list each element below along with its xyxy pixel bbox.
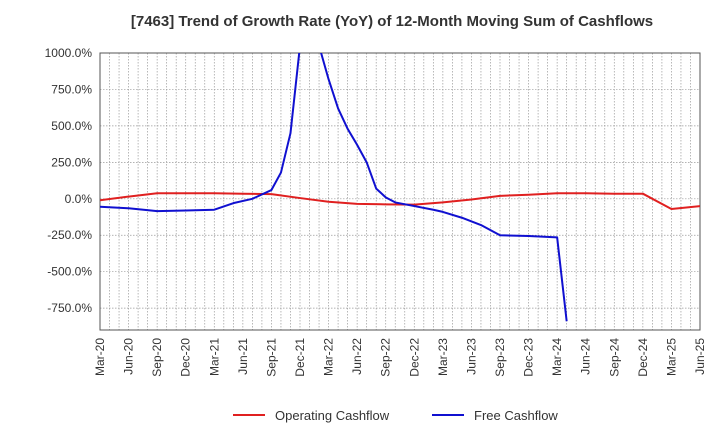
x-tick-label: Jun-24 xyxy=(579,338,593,375)
y-tick-label: 0.0% xyxy=(65,192,93,206)
plot-border xyxy=(99,52,701,331)
x-tick-label: Dec-22 xyxy=(407,338,421,377)
x-tick-label: Jun-20 xyxy=(122,338,136,375)
legend: Operating Cashflow Free Cashflow xyxy=(233,408,558,423)
y-tick-label: -750.0% xyxy=(47,301,92,315)
x-tick-label: Sep-24 xyxy=(607,338,621,377)
plot-area: 1000.0% 750.0% 500.0% 250.0% 0.0% -250.0% -500… xyxy=(45,46,707,377)
y-tick-label: 750.0% xyxy=(51,82,92,96)
x-tick-label: Jun-23 xyxy=(464,338,478,375)
y-tick-label: 1000.0% xyxy=(45,46,93,60)
x-tick-label: Dec-21 xyxy=(293,338,307,377)
plot-background xyxy=(100,53,700,330)
x-tick-label: Sep-21 xyxy=(264,338,278,377)
x-tick-label: Mar-22 xyxy=(322,338,336,376)
y-tick-label: -250.0% xyxy=(47,228,92,242)
legend-label-operating-cashflow: Operating Cashflow xyxy=(275,408,390,423)
x-tick-label: Mar-25 xyxy=(664,338,678,376)
x-tick-label: Jun-21 xyxy=(236,338,250,375)
x-tick-label: Sep-23 xyxy=(493,338,507,377)
legend-label-free-cashflow: Free Cashflow xyxy=(474,408,558,423)
y-tick-label: 250.0% xyxy=(51,155,92,169)
x-tick-label: Dec-20 xyxy=(179,338,193,377)
x-tick-label: Mar-21 xyxy=(207,338,221,376)
chart-title: [7463] Trend of Growth Rate (YoY) of 12-… xyxy=(131,13,653,30)
series-line-operating-cashflow xyxy=(100,192,700,210)
x-tick-label: Mar-24 xyxy=(550,338,564,376)
x-tick-label: Jun-22 xyxy=(350,338,364,375)
x-tick-label: Dec-23 xyxy=(522,338,536,377)
x-tick-label: Sep-20 xyxy=(150,338,164,377)
x-tick-label: Jun-25 xyxy=(693,338,707,375)
x-tick-label: Mar-23 xyxy=(436,338,450,376)
series-line-free-cashflow xyxy=(100,53,568,322)
y-tick-label: -500.0% xyxy=(47,265,92,279)
x-tick-label: Dec-24 xyxy=(636,338,650,377)
x-tick-label: Mar-20 xyxy=(93,338,107,376)
y-tick-label: 500.0% xyxy=(51,119,92,133)
x-tick-label: Sep-22 xyxy=(379,338,393,377)
